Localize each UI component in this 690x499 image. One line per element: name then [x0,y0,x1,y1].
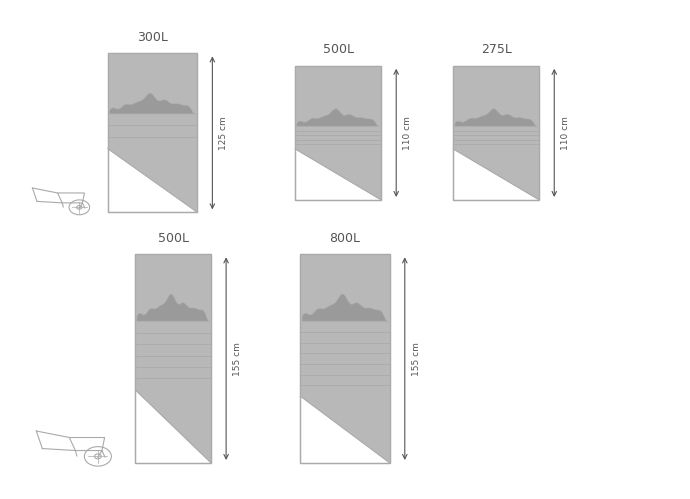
Text: 800L: 800L [330,232,360,245]
Bar [453,66,539,200]
Bar [295,66,381,200]
Polygon shape [302,294,388,321]
Polygon shape [300,254,390,463]
Text: 155 cm: 155 cm [233,342,242,376]
Text: 155 cm: 155 cm [412,342,421,376]
Bar [300,254,390,463]
Text: 500L: 500L [323,43,354,56]
Text: 125 cm: 125 cm [219,116,228,150]
Bar [135,254,211,463]
Text: 110 cm: 110 cm [403,116,412,150]
Polygon shape [295,66,381,200]
Text: 110 cm: 110 cm [561,116,570,150]
Text: 275L: 275L [481,43,511,56]
Polygon shape [137,294,210,321]
Polygon shape [135,254,211,463]
Bar [108,53,197,212]
Bar [453,66,539,200]
Bar [300,254,390,463]
Polygon shape [455,109,538,126]
Text: 300L: 300L [137,30,168,43]
Polygon shape [110,93,195,114]
Polygon shape [297,109,380,126]
Polygon shape [108,53,197,212]
Polygon shape [453,66,539,200]
Bar [135,254,211,463]
Bar [108,53,197,212]
Bar [295,66,381,200]
Text: 500L: 500L [158,232,188,245]
